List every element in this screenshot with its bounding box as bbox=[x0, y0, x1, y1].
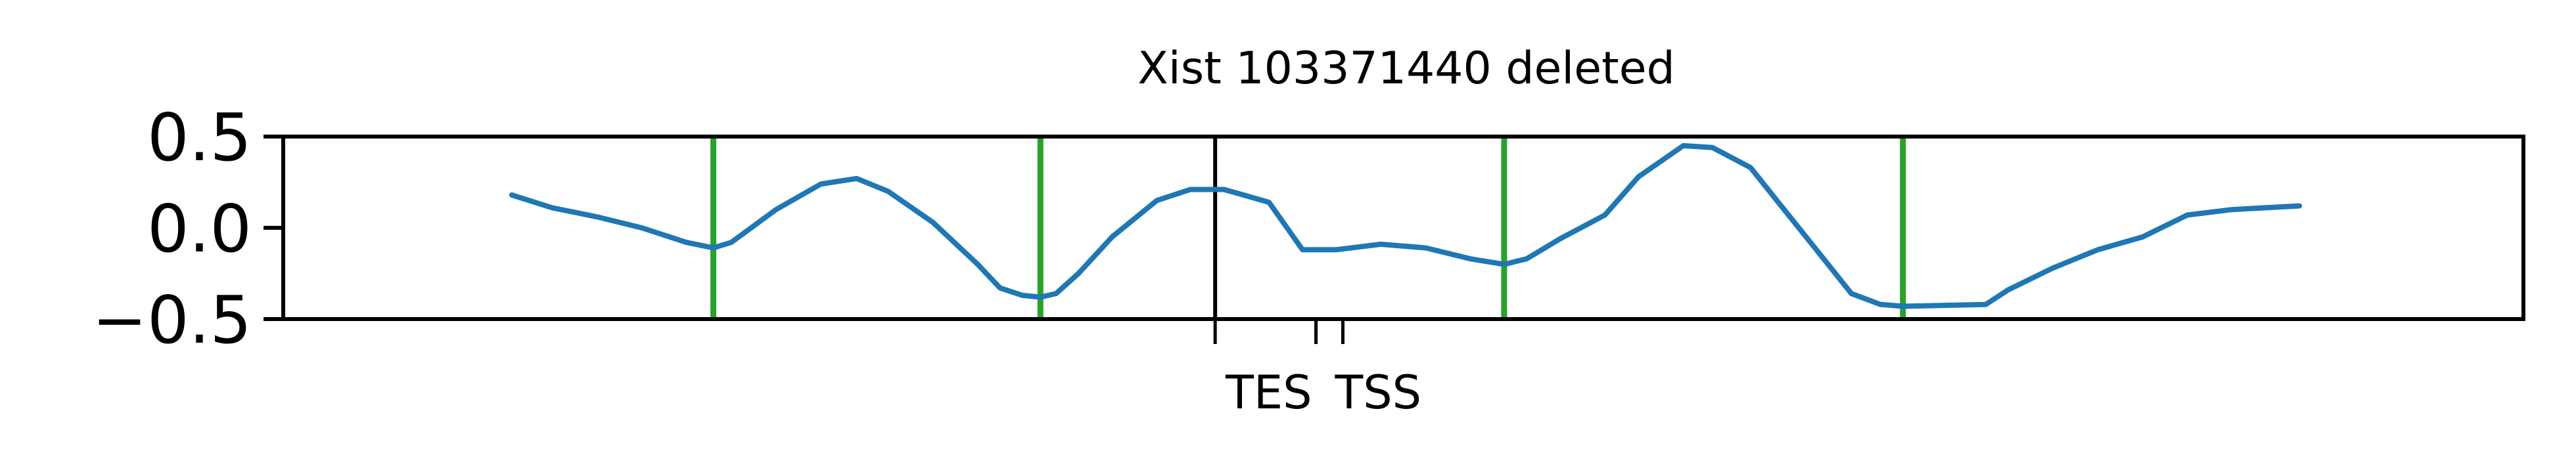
chart-title: Xist 103371440 deleted bbox=[1138, 43, 1675, 95]
y-tick-label: 0.5 bbox=[147, 99, 252, 176]
series-line bbox=[509, 142, 2303, 309]
y-axis: 0.5 0.0 −0.5 bbox=[92, 99, 283, 358]
x-tick-label: TES bbox=[1225, 366, 1312, 420]
y-tick-label: −0.5 bbox=[92, 282, 252, 358]
x-tick-label: TSS bbox=[1334, 366, 1421, 420]
marker-lines bbox=[710, 137, 1906, 319]
series-layer bbox=[509, 142, 2303, 309]
y-tick-label: 0.0 bbox=[147, 190, 252, 267]
x-axis: TES TSS bbox=[1213, 319, 1421, 420]
plot-frame bbox=[281, 135, 2525, 321]
